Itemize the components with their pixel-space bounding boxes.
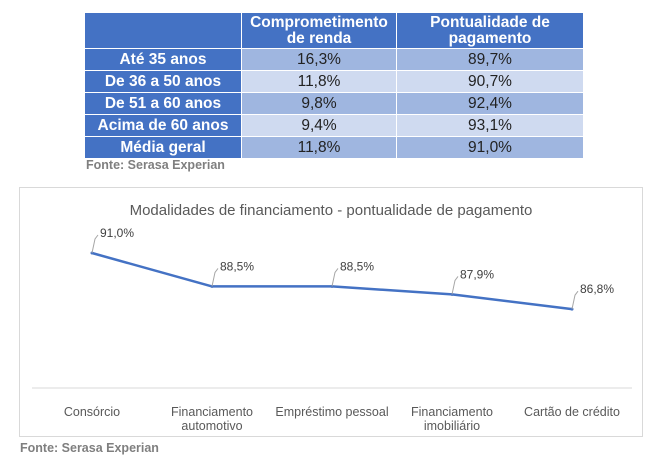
data-label: 87,9%: [460, 267, 494, 281]
cell-pontualidade: 93,1%: [396, 114, 584, 137]
chart-title: Modalidades de financiamento - pontualid…: [129, 202, 533, 219]
x-tick-label: Cartão de crédito: [524, 405, 620, 419]
cell-comprometimento: 16,3%: [241, 48, 397, 71]
x-tick-label: Financiamento automotivo: [171, 405, 253, 433]
cell-pontualidade: 89,7%: [396, 48, 584, 71]
data-label: 91,0%: [100, 226, 134, 240]
data-label: 86,8%: [580, 282, 614, 296]
data-label-leader: [211, 268, 219, 287]
data-label: 88,5%: [220, 259, 254, 273]
cell-comprometimento: 9,8%: [241, 92, 397, 115]
table-header-pontualidade: Pontualidade de pagamento: [396, 12, 584, 49]
row-label: De 36 a 50 anos: [84, 70, 242, 93]
row-label: Acima de 60 anos: [84, 114, 242, 137]
data-label: 88,5%: [340, 259, 374, 273]
data-label-leader: [91, 234, 99, 254]
line-chart: Modalidades de financiamento - pontualid…: [19, 187, 643, 437]
table-row: De 51 a 60 anos 9,8% 92,4%: [84, 92, 584, 115]
age-group-table: Comprometimento de renda Pontualidade de…: [84, 12, 584, 159]
cell-pontualidade: 92,4%: [396, 92, 584, 115]
table-row: Média geral 11,8% 91,0%: [84, 136, 584, 159]
data-label-leader: [331, 268, 339, 287]
cell-comprometimento: 11,8%: [241, 70, 397, 93]
series-line: [91, 251, 573, 311]
chart-source: Fonte: Serasa Experian: [20, 441, 159, 455]
row-label: De 51 a 60 anos: [84, 92, 242, 115]
x-tick-label: Empréstimo pessoal: [275, 405, 388, 419]
cell-comprometimento: 9,4%: [241, 114, 397, 137]
x-tick-label: Consórcio: [64, 405, 120, 419]
table-row: Acima de 60 anos 9,4% 93,1%: [84, 114, 584, 137]
table-header-row: Comprometimento de renda Pontualidade de…: [84, 12, 584, 49]
data-label-leader: [451, 276, 459, 295]
table-source: Fonte: Serasa Experian: [86, 158, 225, 172]
row-label: Média geral: [84, 136, 242, 159]
table-header-comprometimento: Comprometimento de renda: [241, 12, 397, 49]
row-label: Até 35 anos: [84, 48, 242, 71]
cell-pontualidade: 91,0%: [396, 136, 584, 159]
table-header-corner: [84, 12, 242, 49]
cell-comprometimento: 11,8%: [241, 136, 397, 159]
table-row: Até 35 anos 16,3% 89,7%: [84, 48, 584, 71]
x-tick-label: Financiamento imobiliário: [411, 405, 493, 433]
table-row: De 36 a 50 anos 11,8% 90,7%: [84, 70, 584, 93]
chart-plot: 91,0% 88,5% 88,5% 87,9% 86,8% Consórcio Financ…: [32, 226, 632, 433]
data-label-leader: [571, 290, 579, 310]
cell-pontualidade: 90,7%: [396, 70, 584, 93]
